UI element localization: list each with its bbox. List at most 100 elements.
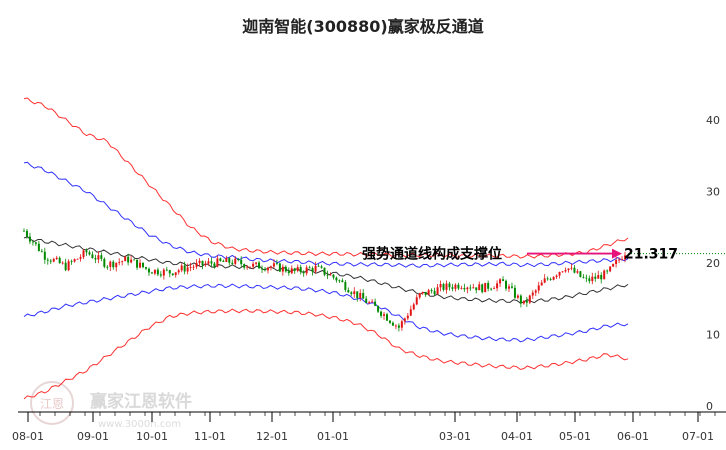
candle-body bbox=[502, 279, 505, 281]
candle-body bbox=[618, 259, 621, 261]
x-tick-label: 10-01 bbox=[136, 430, 168, 443]
candle-body bbox=[591, 276, 594, 282]
candle-body bbox=[296, 267, 299, 271]
candle-body bbox=[540, 282, 543, 286]
candle-body bbox=[37, 243, 40, 251]
candle-body bbox=[147, 268, 150, 273]
candle-body bbox=[564, 270, 567, 272]
candle-body bbox=[222, 260, 225, 262]
candle-body bbox=[31, 241, 34, 243]
candle-body bbox=[150, 272, 153, 274]
candle-body bbox=[445, 283, 448, 290]
candle-body bbox=[25, 230, 28, 237]
candle-body bbox=[323, 267, 326, 275]
candle-body bbox=[338, 280, 341, 282]
candle-body bbox=[394, 325, 397, 327]
candle-body bbox=[106, 266, 109, 268]
candle-body bbox=[299, 267, 302, 272]
candle-body bbox=[314, 265, 317, 272]
x-tick-label: 12-01 bbox=[256, 430, 288, 443]
candle-body bbox=[481, 284, 484, 293]
candle-body bbox=[406, 315, 409, 319]
candle-body bbox=[153, 269, 156, 274]
candle-body bbox=[320, 266, 323, 268]
candle-body bbox=[216, 258, 219, 267]
candle-body bbox=[159, 274, 162, 276]
y-tick-label: 10 bbox=[706, 329, 720, 342]
candle-body bbox=[612, 264, 615, 267]
support-price-label: 21.317 bbox=[624, 247, 678, 263]
candle-body bbox=[269, 266, 272, 268]
candle-body bbox=[115, 262, 118, 268]
candle-body bbox=[162, 269, 165, 276]
candle-body bbox=[368, 302, 371, 304]
candle-body bbox=[400, 321, 403, 328]
lower-inner-band bbox=[23, 283, 629, 343]
y-tick-label: 20 bbox=[706, 257, 720, 270]
x-tick-label: 04-01 bbox=[501, 430, 533, 443]
candle-body bbox=[189, 266, 192, 268]
candle-body bbox=[573, 267, 576, 273]
candle-body bbox=[180, 265, 183, 271]
candle-body bbox=[46, 259, 49, 261]
watermark-url: www.3000n.com bbox=[98, 419, 181, 430]
candle-body bbox=[198, 260, 201, 264]
candle-body bbox=[264, 269, 267, 271]
candle-body bbox=[359, 292, 362, 299]
candle-body bbox=[380, 311, 383, 316]
candle-body bbox=[311, 268, 314, 272]
candle-body bbox=[308, 267, 311, 269]
candle-body bbox=[383, 314, 386, 316]
candle-body bbox=[85, 250, 88, 253]
candle-body bbox=[335, 277, 338, 281]
candle-body bbox=[43, 251, 46, 260]
candle-body bbox=[409, 309, 412, 316]
support-annotation: 强势通道线构成支撑位 bbox=[362, 246, 502, 263]
candle-body bbox=[621, 259, 624, 261]
candle-body bbox=[374, 301, 377, 306]
candle-body bbox=[549, 279, 552, 280]
candle-body bbox=[356, 291, 359, 299]
candle-body bbox=[561, 271, 564, 273]
candle-body bbox=[430, 290, 433, 292]
support-arrow-head bbox=[612, 248, 622, 259]
candle-body bbox=[258, 262, 261, 269]
candle-body bbox=[103, 258, 106, 267]
candle-body bbox=[284, 266, 287, 272]
candle-body bbox=[67, 261, 70, 271]
watermark-seal: 江恩 bbox=[40, 397, 64, 411]
candle-body bbox=[513, 287, 516, 298]
candle-body bbox=[439, 284, 442, 288]
candle-body bbox=[365, 298, 368, 303]
x-tick-label: 05-01 bbox=[559, 430, 591, 443]
upper-outer-band bbox=[23, 97, 629, 259]
candle-body bbox=[570, 267, 573, 269]
upper-inner-band bbox=[23, 161, 629, 268]
candle-body bbox=[168, 270, 171, 274]
candle-body bbox=[493, 288, 496, 290]
candle-body bbox=[451, 287, 454, 289]
candle-body bbox=[210, 261, 213, 264]
y-tick-label: 40 bbox=[706, 114, 720, 127]
candle-body bbox=[156, 269, 159, 275]
candle-body bbox=[624, 255, 627, 260]
candle-body bbox=[52, 258, 55, 262]
candle-body bbox=[329, 274, 332, 276]
y-tick-label: 0 bbox=[706, 400, 713, 413]
candle-body bbox=[133, 259, 136, 261]
candle-body bbox=[61, 262, 64, 264]
candle-body bbox=[576, 271, 579, 273]
candle-body bbox=[243, 264, 246, 268]
candle-body bbox=[469, 287, 472, 289]
candle-body bbox=[582, 276, 585, 278]
candle-body bbox=[377, 305, 380, 312]
candle-body bbox=[460, 287, 463, 289]
candle-body bbox=[177, 270, 180, 273]
candle-body bbox=[600, 275, 603, 280]
candle-body bbox=[186, 267, 189, 272]
candle-body bbox=[424, 291, 427, 295]
candle-body bbox=[118, 261, 121, 263]
candle-body bbox=[555, 275, 558, 277]
candle-body bbox=[326, 274, 329, 276]
candle-body bbox=[362, 292, 365, 299]
